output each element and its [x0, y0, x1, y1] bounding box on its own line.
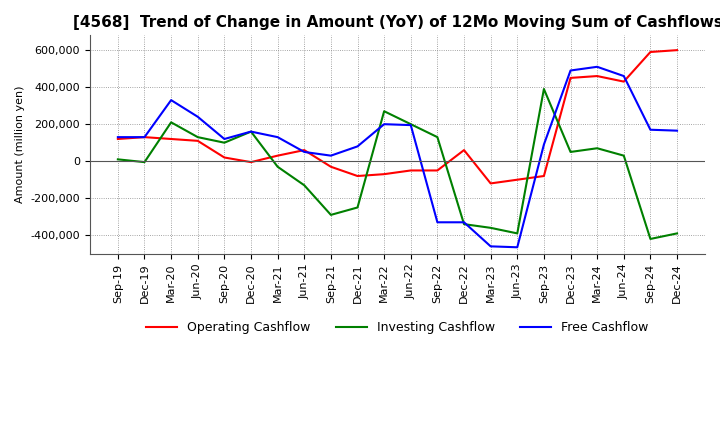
Free Cashflow [646, 127, 654, 132]
Free Cashflow [566, 68, 575, 73]
Operating Cashflow [167, 136, 176, 142]
Investing Cashflow [380, 109, 389, 114]
Investing Cashflow [539, 86, 548, 92]
Y-axis label: Amount (million yen): Amount (million yen) [15, 86, 25, 203]
Free Cashflow [220, 136, 229, 142]
Line: Free Cashflow: Free Cashflow [118, 67, 677, 247]
Free Cashflow [459, 220, 468, 225]
Operating Cashflow [593, 73, 601, 79]
Investing Cashflow [327, 212, 336, 217]
Operating Cashflow [354, 173, 362, 179]
Investing Cashflow [247, 129, 256, 134]
Operating Cashflow [566, 75, 575, 81]
Free Cashflow [114, 135, 122, 140]
Operating Cashflow [433, 168, 441, 173]
Free Cashflow [247, 129, 256, 134]
Free Cashflow [380, 121, 389, 127]
Free Cashflow [300, 149, 309, 154]
Operating Cashflow [274, 153, 282, 158]
Free Cashflow [354, 144, 362, 149]
Title: [4568]  Trend of Change in Amount (YoY) of 12Mo Moving Sum of Cashflows: [4568] Trend of Change in Amount (YoY) o… [73, 15, 720, 30]
Free Cashflow [407, 122, 415, 128]
Operating Cashflow [114, 136, 122, 142]
Free Cashflow [619, 73, 628, 79]
Free Cashflow [433, 220, 441, 225]
Operating Cashflow [327, 164, 336, 169]
Investing Cashflow [433, 135, 441, 140]
Operating Cashflow [672, 48, 681, 53]
Investing Cashflow [646, 236, 654, 242]
Legend: Operating Cashflow, Investing Cashflow, Free Cashflow: Operating Cashflow, Investing Cashflow, … [141, 316, 654, 339]
Investing Cashflow [194, 135, 202, 140]
Line: Operating Cashflow: Operating Cashflow [118, 50, 677, 183]
Operating Cashflow [300, 147, 309, 153]
Investing Cashflow [486, 225, 495, 231]
Operating Cashflow [459, 147, 468, 153]
Investing Cashflow [459, 221, 468, 227]
Operating Cashflow [380, 172, 389, 177]
Investing Cashflow [593, 146, 601, 151]
Free Cashflow [140, 135, 149, 140]
Investing Cashflow [274, 164, 282, 169]
Operating Cashflow [646, 49, 654, 55]
Free Cashflow [672, 128, 681, 133]
Operating Cashflow [539, 173, 548, 179]
Operating Cashflow [513, 177, 521, 182]
Free Cashflow [194, 114, 202, 119]
Investing Cashflow [566, 149, 575, 154]
Operating Cashflow [220, 155, 229, 160]
Free Cashflow [539, 142, 548, 147]
Operating Cashflow [247, 159, 256, 165]
Investing Cashflow [407, 121, 415, 127]
Investing Cashflow [619, 153, 628, 158]
Free Cashflow [327, 153, 336, 158]
Free Cashflow [593, 64, 601, 70]
Investing Cashflow [354, 205, 362, 210]
Investing Cashflow [167, 120, 176, 125]
Free Cashflow [486, 244, 495, 249]
Line: Investing Cashflow: Investing Cashflow [118, 89, 677, 239]
Operating Cashflow [407, 168, 415, 173]
Investing Cashflow [300, 183, 309, 188]
Free Cashflow [167, 98, 176, 103]
Investing Cashflow [672, 231, 681, 236]
Operating Cashflow [194, 138, 202, 143]
Investing Cashflow [114, 157, 122, 162]
Free Cashflow [513, 245, 521, 250]
Operating Cashflow [619, 79, 628, 84]
Investing Cashflow [140, 159, 149, 165]
Operating Cashflow [140, 135, 149, 140]
Investing Cashflow [220, 140, 229, 145]
Free Cashflow [274, 135, 282, 140]
Investing Cashflow [513, 231, 521, 236]
Operating Cashflow [486, 181, 495, 186]
